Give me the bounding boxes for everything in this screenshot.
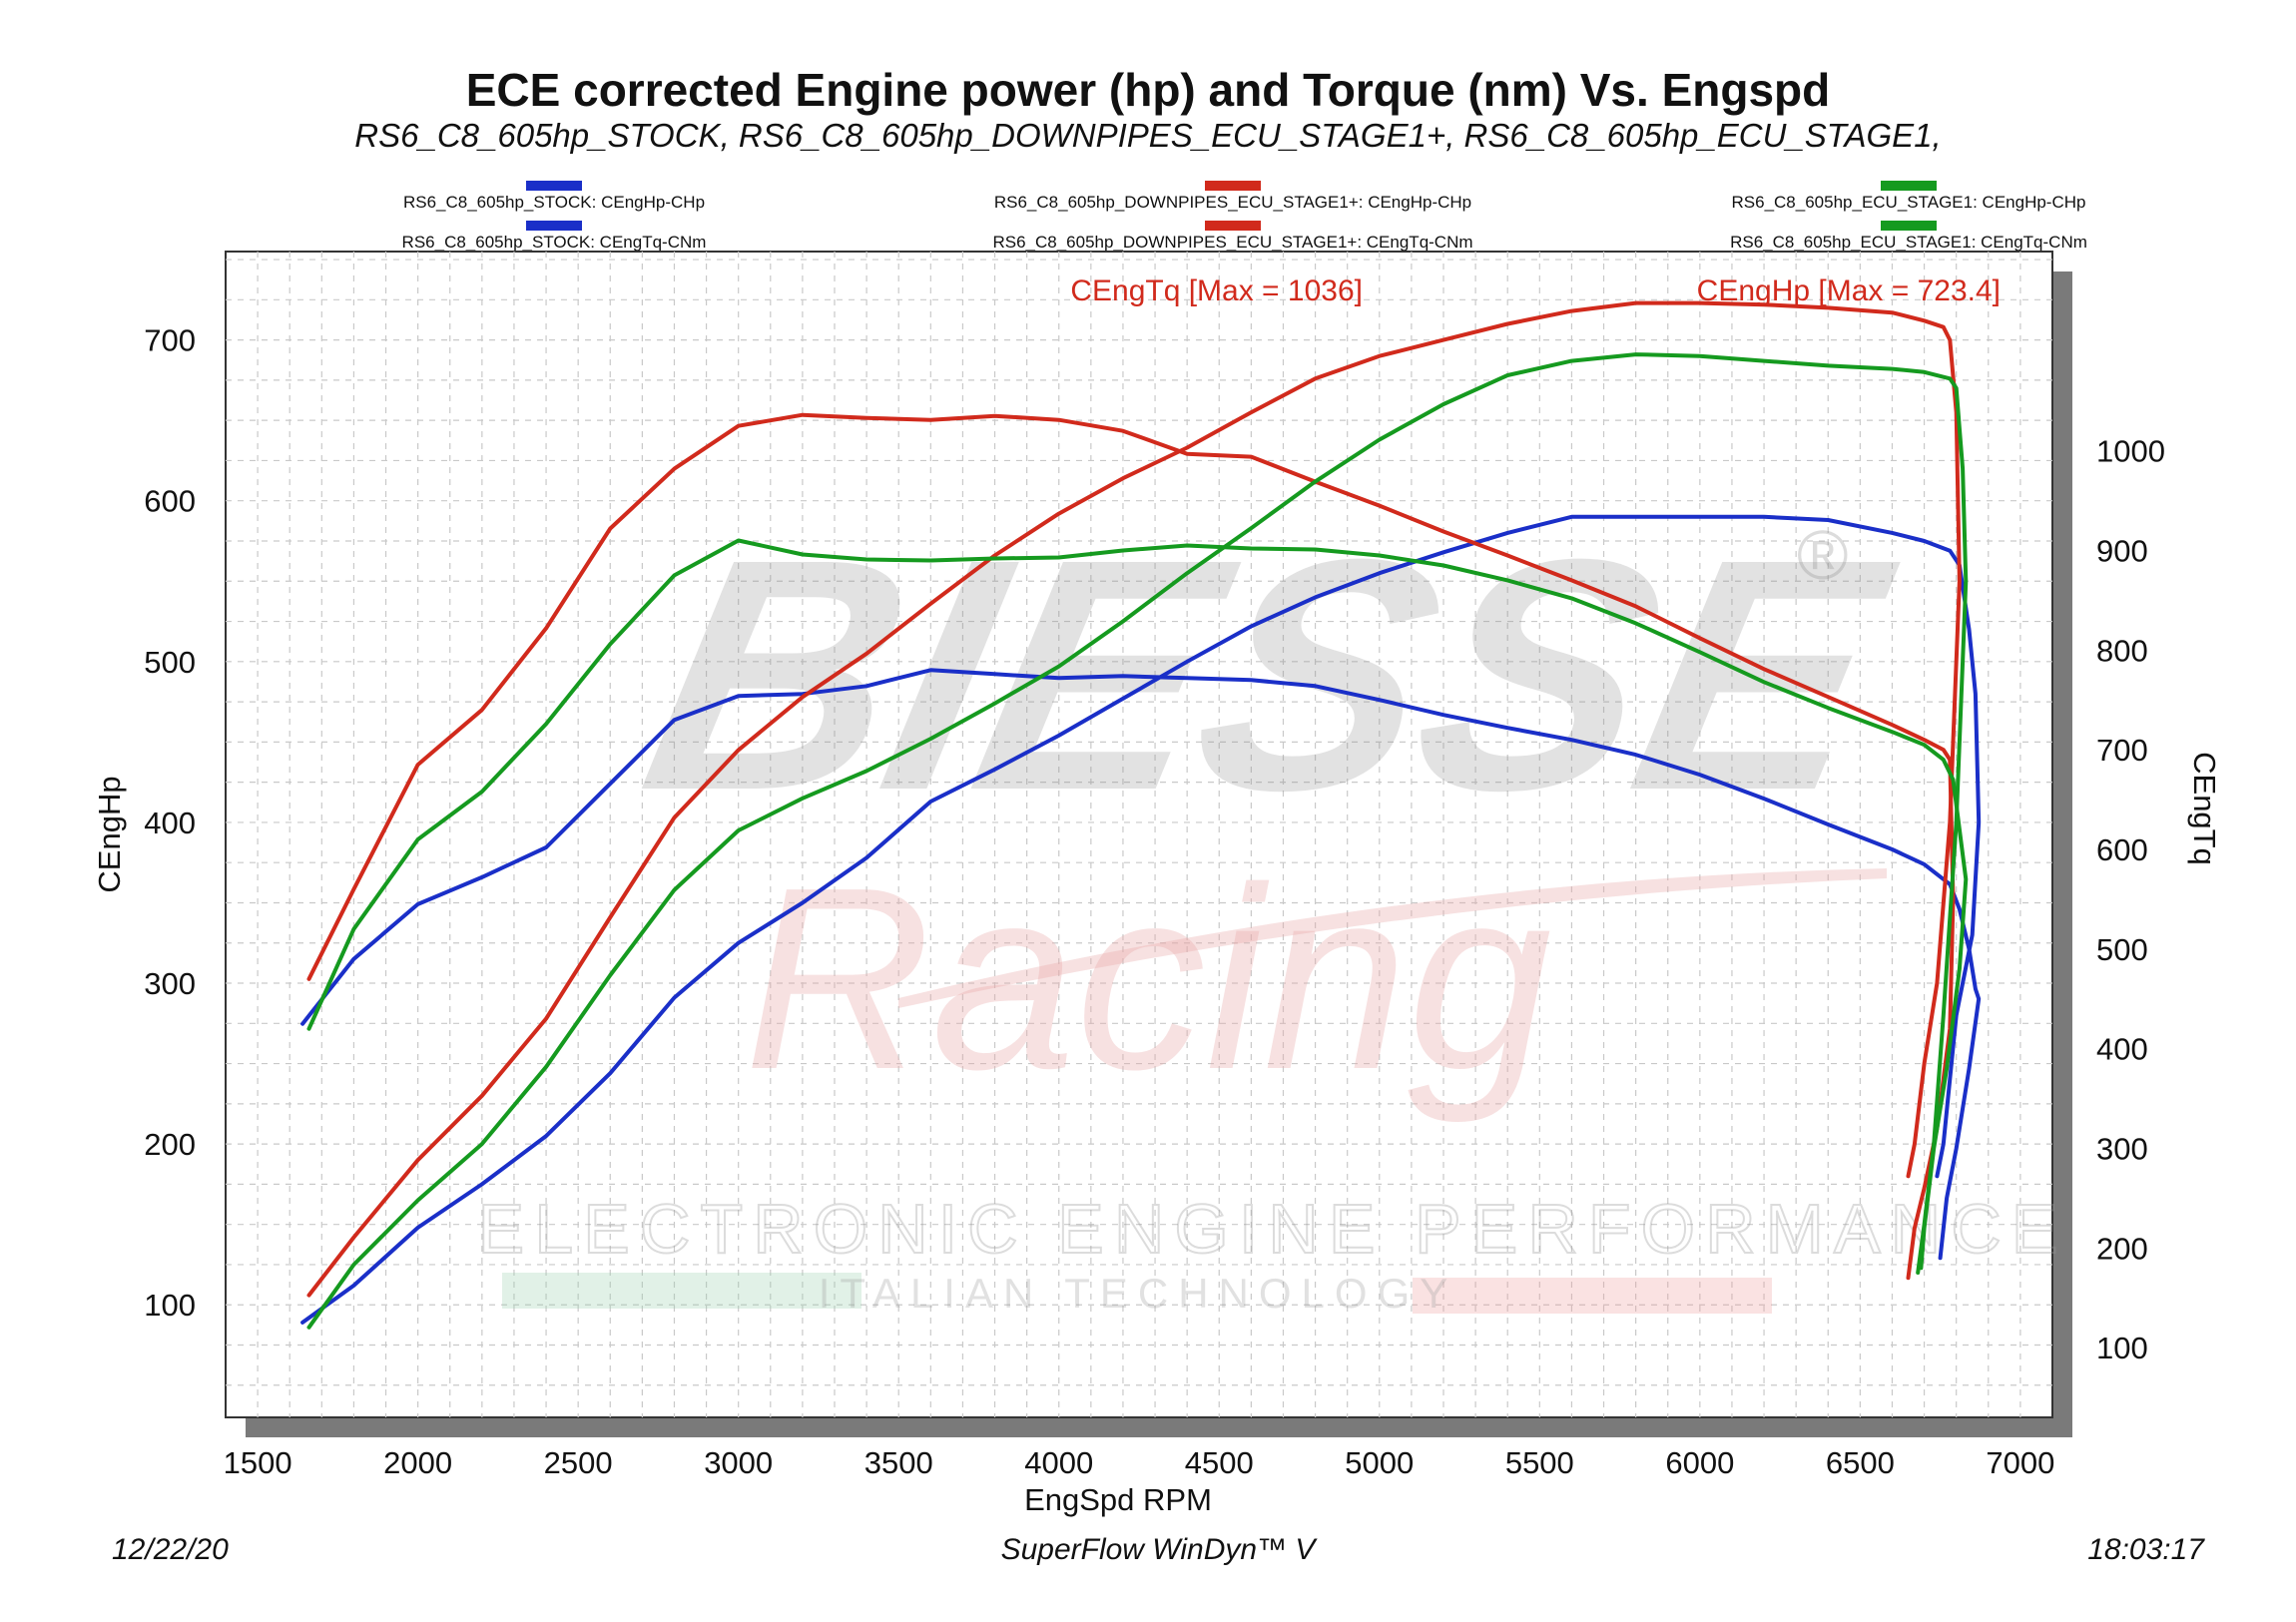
watermark-bar-red	[1413, 1278, 1772, 1314]
watermark-brand: BIESSE	[621, 490, 1920, 858]
grid	[226, 252, 2052, 1417]
y-tick-label-right: 900	[2096, 533, 2148, 568]
annotation-power-max: CEngHp [Max = 723.4]	[1697, 274, 2001, 307]
watermark-swoosh	[898, 868, 1887, 1008]
plot-area	[225, 251, 2053, 1418]
legend: RS6_C8_605hp_STOCK: CEngHp-CHp RS6_C8_605…	[402, 181, 2087, 252]
series-line-3	[306, 412, 1956, 1281]
legend-swatch	[1205, 221, 1261, 231]
watermark-registered: ®	[1797, 516, 1849, 594]
watermark-bar-green	[502, 1273, 861, 1309]
legend-swatch	[1205, 181, 1261, 191]
chart-title: ECE corrected Engine power (hp) and Torq…	[466, 64, 1830, 116]
watermark: BIESSE ® Racing ELECTRONIC ENGINE PERFOR…	[477, 490, 2068, 1317]
series-layer	[300, 300, 1982, 1330]
legend-swatch	[526, 221, 582, 231]
legend-label: RS6_C8_605hp_STOCK: CEngTq-CNm	[402, 233, 707, 252]
legend-swatch	[1881, 181, 1937, 191]
footer-time: 18:03:17	[2087, 1533, 2205, 1566]
x-tick-label: 1500	[224, 1445, 292, 1480]
y-tick-label-right: 300	[2096, 1131, 2148, 1166]
x-tick-label: 6500	[1826, 1445, 1895, 1480]
series-line-2	[306, 300, 1962, 1298]
series-line-5	[306, 538, 1969, 1271]
chart-subtitle: RS6_C8_605hp_STOCK, RS6_C8_605hp_DOWNPIP…	[354, 117, 1941, 154]
legend-label: RS6_C8_605hp_DOWNPIPES_ECU_STAGE1+: CEng…	[992, 233, 1472, 252]
annotation-torque-max: CEngTq [Max = 1036]	[1070, 274, 1363, 307]
series-line-4	[306, 352, 1969, 1330]
y-tick-label-left: 100	[144, 1288, 196, 1323]
x-tick-label: 6000	[1665, 1445, 1734, 1480]
y-tick-label-right: 400	[2096, 1032, 2148, 1067]
y-tick-label-left: 500	[144, 645, 196, 680]
series-line-1	[300, 668, 1982, 1261]
x-tick-label: 2500	[544, 1445, 613, 1480]
tick-labels: 1500 2000 2500 3000 3500 4000 4500 5000 5500 6000…	[144, 323, 2165, 1480]
y-tick-label-right: 700	[2096, 733, 2148, 768]
legend-label: RS6_C8_605hp_DOWNPIPES_ECU_STAGE1+: CEng…	[994, 193, 1471, 212]
y-axis-label-left: CEngHp	[92, 776, 127, 892]
y-tick-label-right: 200	[2096, 1231, 2148, 1266]
y-tick-label-right: 500	[2096, 932, 2148, 967]
y-tick-label-right: 100	[2096, 1331, 2148, 1365]
y-tick-label-left: 400	[144, 806, 196, 840]
watermark-line2: ITALIAN TECHNOLOGY	[819, 1270, 1458, 1317]
x-axis-label: EngSpd RPM	[1024, 1482, 1212, 1517]
legend-label: RS6_C8_605hp_STOCK: CEngHp-CHp	[403, 193, 705, 212]
x-tick-label: 7000	[1986, 1445, 2054, 1480]
y-tick-label-right: 600	[2096, 832, 2148, 867]
x-tick-label: 2000	[383, 1445, 452, 1480]
footer-date: 12/22/20	[112, 1533, 229, 1566]
y-tick-label-left: 300	[144, 966, 196, 1001]
y-tick-label-left: 200	[144, 1127, 196, 1162]
legend-label: RS6_C8_605hp_ECU_STAGE1: CEngTq-CNm	[1730, 233, 2087, 252]
watermark-script: Racing	[744, 834, 1553, 1125]
series-line-0	[300, 514, 1982, 1325]
y-tick-label-left: 600	[144, 484, 196, 519]
y-tick-label-right: 800	[2096, 633, 2148, 668]
legend-swatch	[526, 181, 582, 191]
legend-swatch	[1881, 221, 1937, 231]
x-tick-label: 3500	[864, 1445, 933, 1480]
x-tick-label: 3000	[704, 1445, 773, 1480]
legend-label: RS6_C8_605hp_ECU_STAGE1: CEngHp-CHp	[1732, 193, 2086, 212]
y-tick-label-left: 700	[144, 323, 196, 358]
x-tick-label: 5000	[1345, 1445, 1414, 1480]
watermark-line1: ELECTRONIC ENGINE PERFORMANCE	[478, 1190, 2068, 1268]
x-tick-label: 4500	[1185, 1445, 1254, 1480]
x-tick-label: 4000	[1024, 1445, 1093, 1480]
y-axis-label-right: CEngTq	[2187, 752, 2222, 865]
x-tick-label: 5500	[1505, 1445, 1574, 1480]
y-tick-label-right: 1000	[2096, 434, 2165, 469]
footer-software: SuperFlow WinDyn™ V	[1001, 1533, 1319, 1566]
